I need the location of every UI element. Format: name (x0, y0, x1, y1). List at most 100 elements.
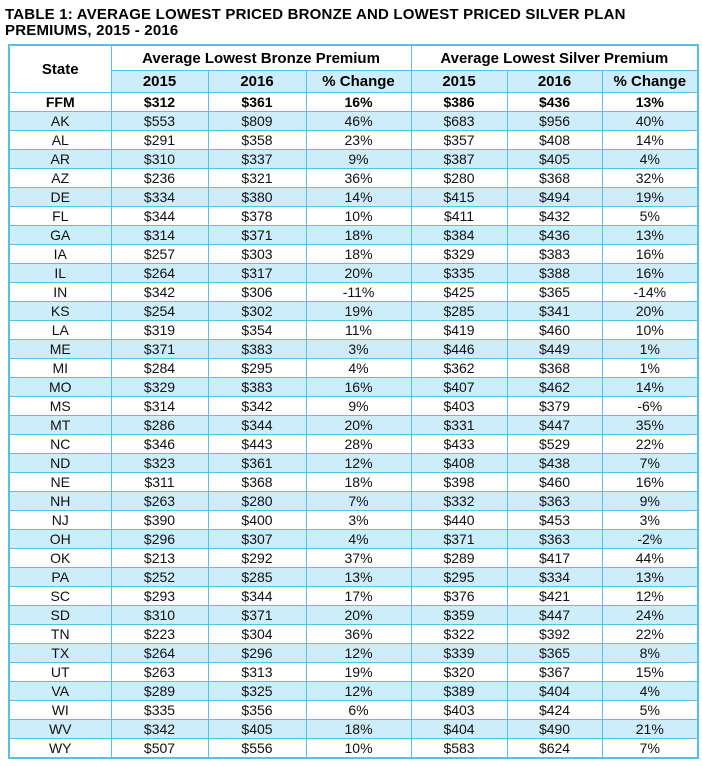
state-cell: MO (8, 377, 112, 397)
value-cell: 14% (601, 377, 699, 397)
value-cell: 6% (305, 700, 412, 720)
value-cell: $683 (410, 111, 508, 131)
table-header: State Average Lowest Bronze Premium Aver… (8, 44, 699, 93)
value-cell: $292 (207, 548, 307, 568)
value-cell: $494 (506, 187, 603, 207)
value-cell: $320 (410, 662, 508, 682)
state-cell: VA (8, 681, 112, 701)
state-cell: MS (8, 396, 112, 416)
value-cell: 10% (601, 320, 699, 340)
value-cell: $310 (110, 149, 209, 169)
value-cell: -11% (305, 282, 412, 302)
value-cell: $386 (410, 92, 508, 112)
state-cell: TX (8, 643, 112, 663)
value-cell: $289 (410, 548, 508, 568)
value-cell: $302 (207, 301, 307, 321)
value-cell: 13% (601, 567, 699, 587)
value-cell: $367 (506, 662, 603, 682)
value-cell: $291 (110, 130, 209, 150)
state-cell: WV (8, 719, 112, 739)
value-cell: $357 (410, 130, 508, 150)
value-cell: $361 (207, 92, 307, 112)
value-cell: $583 (410, 738, 508, 759)
value-cell: 12% (601, 586, 699, 606)
table-row: TN $223 $304 36% $322 $392 22% (8, 624, 699, 644)
value-cell: $365 (506, 643, 603, 663)
state-cell: FFM (8, 92, 112, 112)
value-cell: 13% (601, 225, 699, 245)
table-row: IN $342 $306 -11% $425 $365 -14% (8, 282, 699, 302)
state-cell: AK (8, 111, 112, 131)
value-cell: $433 (410, 434, 508, 454)
value-cell: $284 (110, 358, 209, 378)
value-cell: $312 (110, 92, 209, 112)
value-cell: 32% (601, 168, 699, 188)
table-row: SC $293 $344 17% $376 $421 12% (8, 586, 699, 606)
value-cell: $405 (506, 149, 603, 169)
value-cell: 12% (305, 681, 412, 701)
value-cell: 18% (305, 225, 412, 245)
group-header-silver: Average Lowest Silver Premium (410, 44, 699, 71)
value-cell: 3% (601, 510, 699, 530)
value-cell: $314 (110, 396, 209, 416)
value-cell: 16% (601, 263, 699, 283)
value-cell: $358 (207, 130, 307, 150)
value-cell: $257 (110, 244, 209, 264)
value-cell: $362 (410, 358, 508, 378)
value-cell: 9% (601, 491, 699, 511)
value-cell: $384 (410, 225, 508, 245)
column-header-silver-2016: 2016 (506, 70, 603, 93)
value-cell: $379 (506, 396, 603, 416)
state-cell: NH (8, 491, 112, 511)
value-cell: 35% (601, 415, 699, 435)
state-cell: ND (8, 453, 112, 473)
column-header-bronze-change: % Change (305, 70, 412, 93)
value-cell: 7% (601, 453, 699, 473)
state-cell: OH (8, 529, 112, 549)
value-cell: $376 (410, 586, 508, 606)
state-cell: IN (8, 282, 112, 302)
table-row: MO $329 $383 16% $407 $462 14% (8, 377, 699, 397)
table-row: WV $342 $405 18% $404 $490 21% (8, 719, 699, 739)
value-cell: $342 (110, 719, 209, 739)
state-cell: IA (8, 244, 112, 264)
value-cell: $529 (506, 434, 603, 454)
value-cell: $390 (110, 510, 209, 530)
value-cell: $447 (506, 605, 603, 625)
state-cell: AZ (8, 168, 112, 188)
value-cell: 18% (305, 719, 412, 739)
table-row: ME $371 $383 3% $446 $449 1% (8, 339, 699, 359)
value-cell: 4% (305, 358, 412, 378)
value-cell: $556 (207, 738, 307, 759)
value-cell: $462 (506, 377, 603, 397)
value-cell: 20% (305, 605, 412, 625)
value-cell: 20% (305, 263, 412, 283)
value-cell: 3% (305, 339, 412, 359)
value-cell: $408 (410, 453, 508, 473)
value-cell: $314 (110, 225, 209, 245)
value-cell: $378 (207, 206, 307, 226)
value-cell: $389 (410, 681, 508, 701)
value-cell: 5% (601, 700, 699, 720)
state-cell: PA (8, 567, 112, 587)
value-cell: $252 (110, 567, 209, 587)
table-row: DE $334 $380 14% $415 $494 19% (8, 187, 699, 207)
value-cell: $809 (207, 111, 307, 131)
value-cell: $323 (110, 453, 209, 473)
value-cell: $354 (207, 320, 307, 340)
value-cell: $432 (506, 206, 603, 226)
value-cell: -14% (601, 282, 699, 302)
state-cell: AL (8, 130, 112, 150)
state-cell: SC (8, 586, 112, 606)
value-cell: 24% (601, 605, 699, 625)
value-cell: $307 (207, 529, 307, 549)
value-cell: $449 (506, 339, 603, 359)
value-cell: $388 (506, 263, 603, 283)
value-cell: $236 (110, 168, 209, 188)
value-cell: $329 (410, 244, 508, 264)
table-row: FFM $312 $361 16% $386 $436 13% (8, 92, 699, 112)
state-cell: ME (8, 339, 112, 359)
value-cell: $956 (506, 111, 603, 131)
value-cell: 4% (601, 149, 699, 169)
